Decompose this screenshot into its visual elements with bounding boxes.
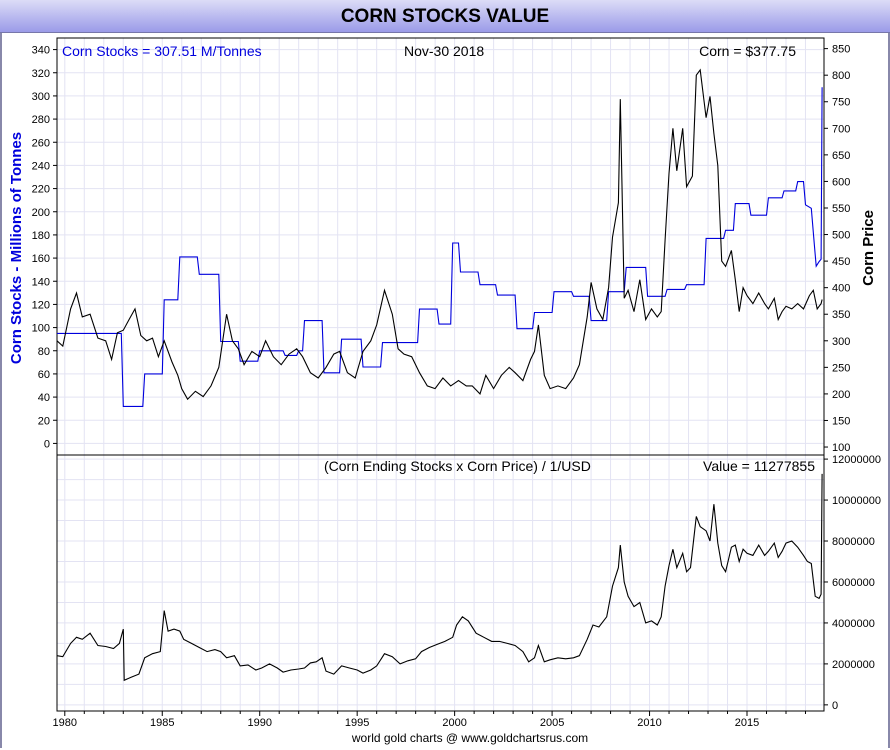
value-readout: Value = 11277855 [703,458,815,474]
left-axis-label: Corn Stocks - Millions of Tonnes [8,132,25,364]
year-tick-label: 2005 [540,717,564,729]
footer-credit: world gold charts @ www.goldchartsrus.co… [351,731,588,745]
price-tick-label: 700 [832,123,850,135]
price-tick-label: 250 [832,362,850,374]
stocks-tick-label: 220 [32,184,50,196]
stocks-tick-label: 300 [32,91,50,103]
year-tick-label: 2000 [442,717,466,729]
stocks-readout: Corn Stocks = 307.51 M/Tonnes [62,43,262,59]
stocks-tick-label: 180 [32,230,50,242]
value-axis-ticks: 0 2000000 4000000 6000000 8000000 10000000 120… [824,454,881,712]
price-tick-label: 350 [832,309,850,321]
bottom-panel-frame [56,454,825,712]
stocks-axis-ticks: 0 20 40 60 80 100 120 140 160 180 200 220 240 260 280 3… [32,45,57,450]
year-tick-label: 2015 [735,717,759,729]
stocks-tick-label: 240 [32,160,50,172]
price-readout: Corn = $377.75 [699,43,796,59]
formula-readout: (Corn Ending Stocks x Corn Price) / 1/US… [324,458,591,474]
stocks-tick-label: 0 [44,438,50,450]
year-tick-label: 1995 [345,717,369,729]
stocks-tick-label: 340 [32,45,50,57]
stocks-tick-label: 120 [32,299,50,311]
value-tick-label: 0 [832,700,838,712]
stocks-tick-label: 320 [32,68,50,80]
stocks-tick-label: 280 [32,114,50,126]
stocks-tick-label: 80 [38,346,50,358]
value-tick-label: 10000000 [832,495,881,507]
price-tick-label: 850 [832,44,850,56]
stocks-tick-label: 260 [32,137,50,149]
stocks-tick-label: 40 [38,392,50,404]
stocks-tick-label: 60 [38,369,50,381]
left-frame-edge [0,33,2,748]
stocks-tick-label: 200 [32,207,50,219]
stocks-tick-label: 20 [38,415,50,427]
price-tick-label: 650 [832,150,850,162]
year-axis-ticks: 1980 1985 1990 1995 2000 2005 2010 2015 [53,711,806,729]
value-tick-label: 4000000 [832,618,875,630]
price-tick-label: 400 [832,283,850,295]
value-tick-label: 6000000 [832,577,875,589]
price-tick-label: 300 [832,336,850,348]
series-corn-price-line [56,68,823,401]
price-tick-label: 450 [832,256,850,268]
date-readout: Nov-30 2018 [404,43,484,59]
value-tick-label: 2000000 [832,659,875,671]
right-axis-label: Corn Price [860,210,877,286]
chart-title: CORN STOCKS VALUE [340,6,550,27]
stocks-tick-label: 100 [32,323,50,335]
series-value-line [56,473,823,682]
stocks-tick-label: 160 [32,253,50,265]
top-panel-gridlines [57,38,824,455]
price-tick-label: 200 [832,389,850,401]
value-tick-label: 12000000 [832,454,881,466]
price-tick-label: 150 [832,415,850,427]
price-tick-label: 100 [832,442,850,454]
right-frame-edge [888,33,890,748]
value-tick-label: 8000000 [832,536,875,548]
year-tick-label: 1980 [53,717,77,729]
year-tick-label: 1990 [247,717,271,729]
price-axis-ticks: 100 150 200 250 300 350 400 450 500 550 600 650 700 7… [824,44,850,454]
price-tick-label: 500 [832,230,850,242]
price-tick-label: 800 [832,70,850,82]
year-tick-label: 2010 [637,717,661,729]
year-tick-label: 1985 [150,717,174,729]
price-tick-label: 750 [832,97,850,109]
stocks-tick-label: 140 [32,276,50,288]
price-tick-label: 550 [832,203,850,215]
title-bar: CORN STOCKS VALUE [0,0,890,33]
price-tick-label: 600 [832,176,850,188]
bottom-panel-gridlines [57,455,824,711]
